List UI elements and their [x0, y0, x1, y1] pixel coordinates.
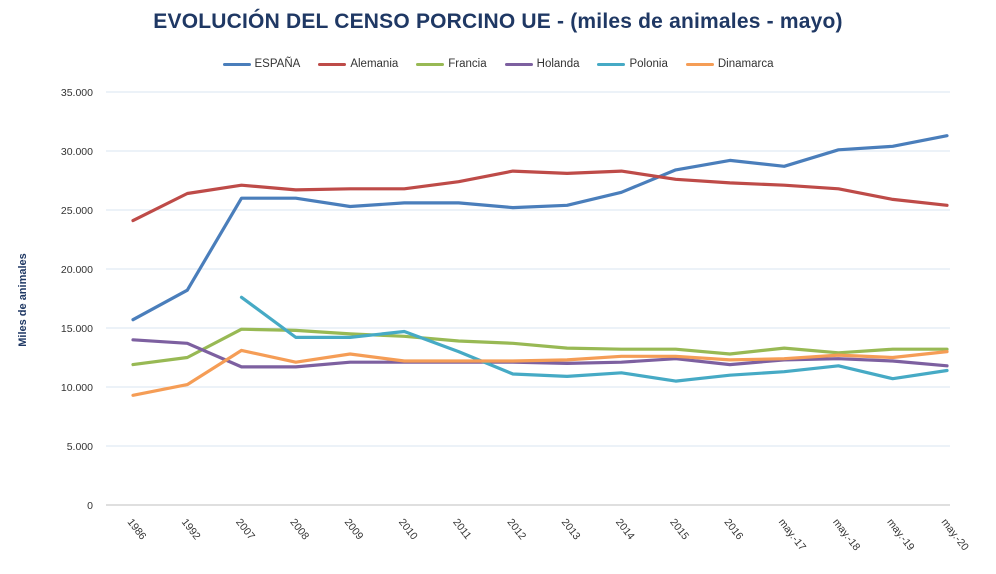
x-tick-label: may.-19 [884, 516, 916, 553]
x-tick-label: 2012 [505, 516, 529, 542]
legend-swatch [504, 62, 533, 66]
legend-swatch [597, 62, 626, 66]
y-tick-label: 10.000 [61, 382, 93, 394]
x-tick-label: 2010 [396, 516, 420, 542]
legend-item: Polonia [597, 58, 668, 70]
series-line-españa [131, 134, 949, 322]
legend-label: Dinamarca [717, 58, 774, 70]
x-tick-label: 2011 [450, 516, 473, 541]
y-tick-label: 25.000 [61, 205, 93, 217]
series-line-francia [131, 327, 949, 367]
x-tick-label: 2009 [342, 516, 366, 542]
legend: ESPAÑA Alemania Francia Holanda Polonia Dinam… [0, 58, 996, 70]
legend-swatch [318, 62, 347, 66]
legend-item: ESPAÑA [222, 58, 301, 70]
x-tick-label: 2008 [287, 516, 311, 542]
legend-swatch [222, 62, 251, 66]
x-tick-label: 2007 [233, 516, 257, 542]
x-tick-label: 2013 [559, 516, 583, 542]
legend-item: Francia [416, 58, 487, 70]
legend-label: Polonia [629, 58, 668, 70]
x-tick-label: may.-17 [776, 516, 808, 553]
x-tick-label: 2015 [667, 516, 691, 542]
y-tick-label: 35.000 [61, 87, 93, 99]
chart-title: EVOLUCIÓN DEL CENSO PORCINO UE - (miles … [153, 10, 843, 33]
y-tick-label: 5.000 [67, 441, 93, 453]
y-tick-label: 20.000 [61, 264, 93, 276]
y-tick-label: 0 [87, 500, 93, 512]
y-tick-label: 15.000 [61, 323, 93, 335]
legend-swatch [685, 62, 714, 66]
series-line-dinamarca [131, 348, 949, 397]
legend-item: Alemania [318, 58, 398, 70]
x-tick-label: 2016 [722, 516, 746, 542]
y-tick-label: 30.000 [61, 146, 93, 158]
y-axis-label: Miles de animales [17, 253, 29, 347]
x-tick-label: may.-20 [939, 516, 971, 553]
x-tick-label: may.-18 [830, 516, 862, 553]
legend-swatch [416, 62, 445, 66]
series-line-holanda [131, 338, 949, 369]
legend-item: Holanda [504, 58, 580, 70]
legend-label: Alemania [350, 58, 399, 70]
legend-label: ESPAÑA [254, 58, 301, 70]
x-tick-label: 1992 [179, 516, 203, 542]
x-tick-label: 1986 [125, 516, 149, 542]
legend-label: Holanda [536, 58, 580, 70]
series-line-alemania [131, 169, 949, 223]
legend-item: Dinamarca [685, 58, 774, 70]
x-tick-label: 2014 [613, 516, 637, 542]
series-line-polonia [239, 295, 949, 383]
legend-label: Francia [448, 58, 487, 70]
